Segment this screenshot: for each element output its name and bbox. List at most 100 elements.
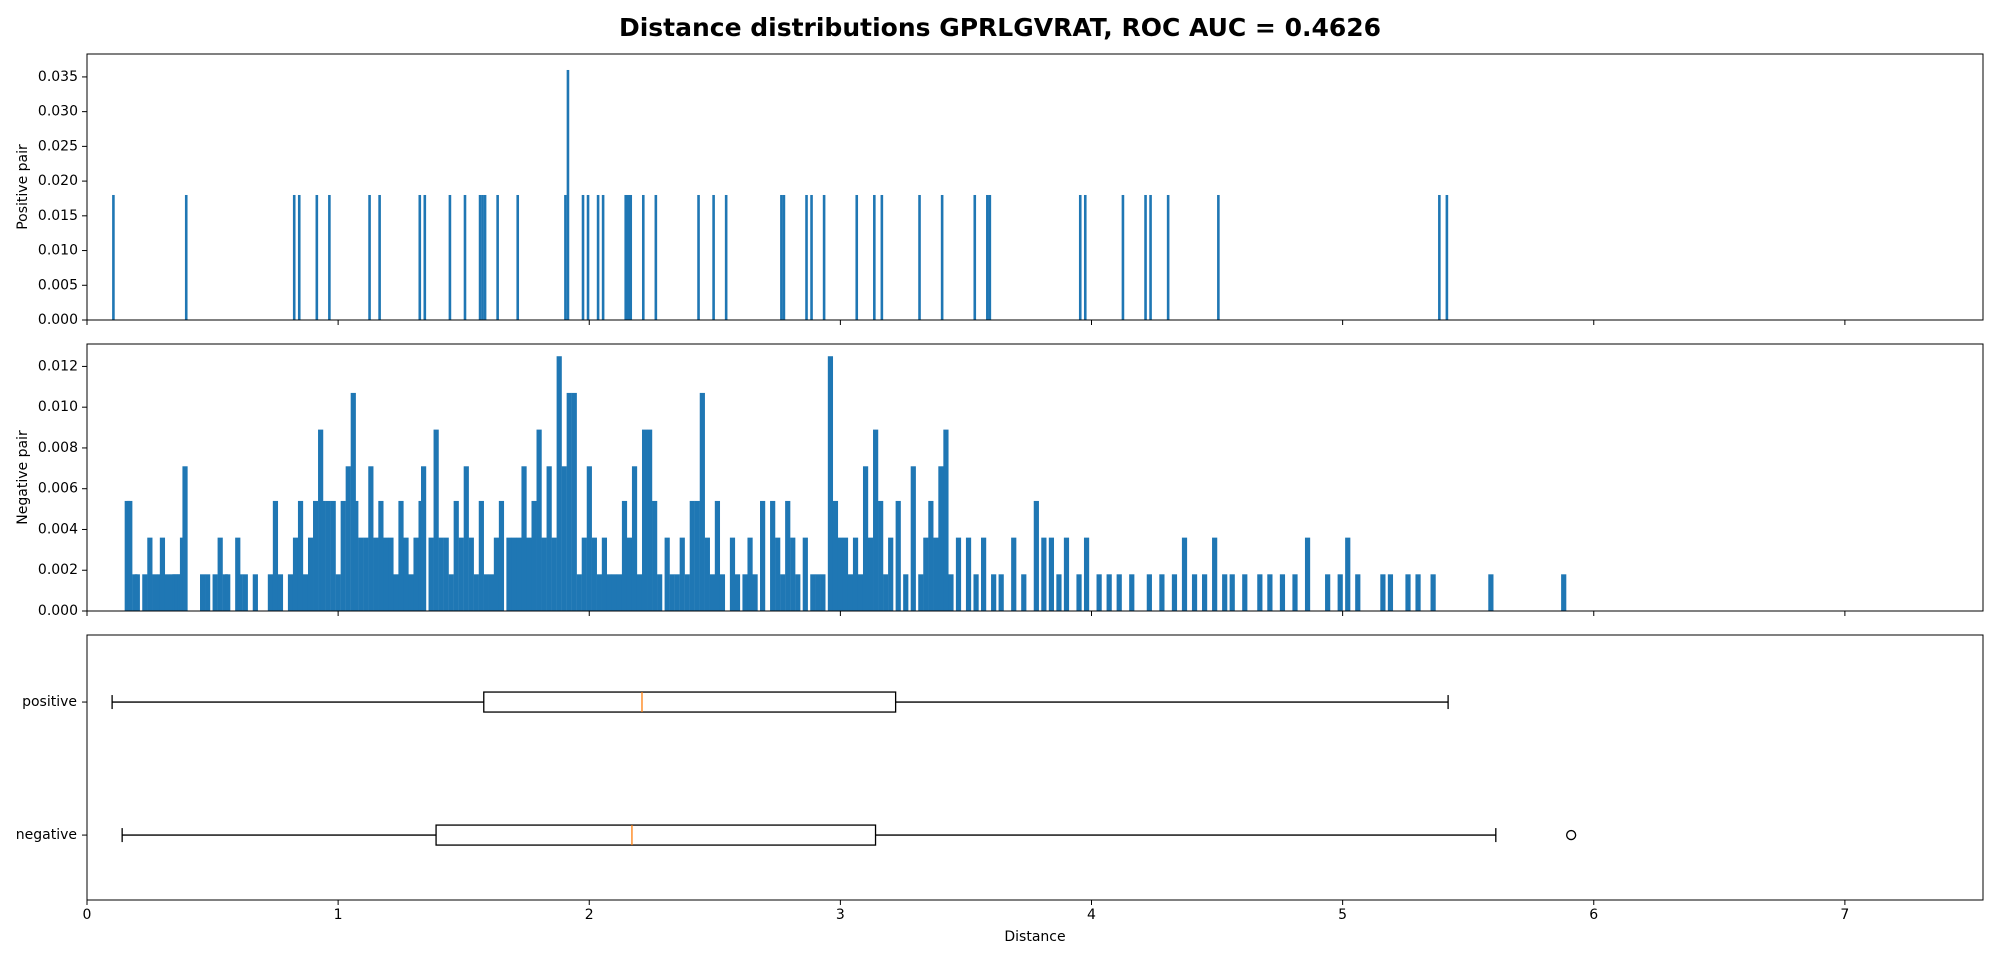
bar [955,537,962,611]
bar [855,194,859,320]
bar [943,429,949,611]
bar [842,537,849,611]
bar [267,574,274,611]
bar [827,356,834,611]
bar [340,500,346,611]
bar [636,574,643,611]
bar [458,537,464,611]
bar [734,574,741,611]
x-tick-label: 5 [1338,907,1347,923]
bar [1011,537,1017,611]
bar [330,500,336,611]
bar [973,574,979,611]
bar [1561,574,1567,611]
bar [353,500,359,611]
y-tick-label: 0.025 [38,138,78,154]
bar [252,574,258,611]
bar [626,194,630,320]
bar [576,574,582,611]
bar [448,194,452,320]
bar [790,537,796,611]
bar [225,574,231,611]
bar [134,574,140,611]
y-tick-label: 0.010 [38,399,78,415]
bar [973,194,977,320]
bar [483,194,487,320]
bar [586,466,592,611]
y-tick-label: 0.000 [38,312,78,328]
bar [1267,574,1273,611]
bar [601,194,605,320]
bar [704,537,710,611]
bar [418,194,422,320]
bar [1325,574,1331,611]
bar [606,574,613,611]
bar [981,537,987,611]
bar [112,194,115,320]
bar [581,194,585,320]
bar [586,194,590,320]
bar [596,574,602,611]
bar [742,574,748,611]
bar [1048,537,1055,611]
bar [873,429,879,611]
bar [536,429,542,611]
bar [664,537,670,611]
bar [1415,574,1421,611]
bar [1063,537,1070,611]
bar [940,194,944,320]
bar [780,194,783,320]
x-tick-label: 2 [585,907,594,923]
bar [888,537,894,611]
bar [438,537,444,611]
bar [697,194,700,320]
y-tick-label: 0.020 [38,173,78,189]
bar [832,500,839,611]
bar [654,194,658,320]
x-tick-label: 4 [1087,907,1096,923]
bar [1355,574,1361,611]
bar [1222,574,1228,611]
bar [991,574,997,611]
y-tick-label: negative [16,827,77,843]
bar [297,194,301,320]
bar [852,537,859,611]
chart-title: Distance distributions GPRLGVRAT, ROC AU… [619,13,1381,42]
bar [516,537,522,611]
bar [488,574,495,611]
bar [378,500,384,611]
bar [277,574,284,611]
bar [1488,574,1494,611]
bar [810,574,816,611]
bar [847,574,854,611]
bar [205,574,211,611]
bar [880,194,884,320]
bar [217,537,223,611]
bar [873,194,876,320]
bar [1445,194,1449,320]
bar [641,194,645,320]
bar [591,537,597,611]
bar [383,537,389,611]
y-axis-label: Negative pair [15,430,31,525]
bar [483,574,489,611]
bar [526,537,532,611]
bar [694,500,700,611]
bar [373,537,379,611]
bar [699,392,705,611]
bar [1387,574,1394,611]
bar [1405,574,1411,611]
bar [478,500,484,611]
bar [923,537,929,611]
bar [709,574,715,611]
bar [1021,574,1027,611]
y-tick-label: 0.000 [38,603,78,619]
y-tick-label: 0.035 [38,69,78,85]
bar [408,574,414,611]
bar [965,537,972,611]
bar [903,574,909,611]
bar [1171,574,1178,611]
bar [516,194,520,320]
x-axis-label: Distance [1004,929,1065,945]
bar [335,574,341,611]
